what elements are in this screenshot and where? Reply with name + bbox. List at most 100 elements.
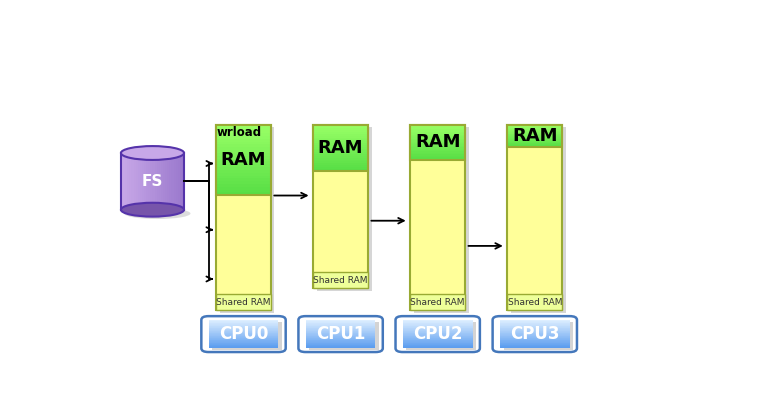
Ellipse shape xyxy=(121,146,184,160)
Text: CPU0: CPU0 xyxy=(218,325,269,343)
Bar xyxy=(216,130,271,133)
Bar xyxy=(500,330,570,331)
Bar xyxy=(216,125,271,195)
Text: RAM: RAM xyxy=(318,139,363,157)
Bar xyxy=(154,153,157,210)
Bar xyxy=(216,193,271,195)
Bar xyxy=(208,321,279,322)
Bar xyxy=(410,126,465,128)
Bar xyxy=(305,330,376,331)
Bar xyxy=(402,345,473,346)
Bar xyxy=(216,125,271,128)
Bar xyxy=(313,163,368,165)
Bar xyxy=(165,153,168,210)
Bar xyxy=(507,132,562,133)
Bar xyxy=(216,128,271,130)
Bar xyxy=(208,326,279,327)
Bar xyxy=(135,153,138,210)
Bar xyxy=(402,338,473,339)
Bar xyxy=(208,327,279,328)
Bar xyxy=(410,139,465,140)
Bar xyxy=(410,157,465,159)
Bar xyxy=(500,343,570,344)
Bar xyxy=(305,334,376,335)
Bar xyxy=(313,148,368,151)
Bar xyxy=(305,342,376,343)
Bar xyxy=(313,145,368,147)
Bar xyxy=(305,325,376,326)
Bar xyxy=(305,347,376,348)
Bar xyxy=(305,337,376,338)
Text: wrload: wrload xyxy=(216,126,262,139)
Bar xyxy=(507,126,562,127)
Bar xyxy=(208,344,279,345)
Bar xyxy=(414,127,469,312)
Bar xyxy=(402,333,473,334)
Text: Shared RAM: Shared RAM xyxy=(216,298,271,307)
Bar xyxy=(507,130,562,131)
Bar xyxy=(410,159,465,160)
Text: RAM: RAM xyxy=(415,133,460,151)
Bar xyxy=(507,136,562,137)
Bar xyxy=(216,159,271,162)
Bar xyxy=(208,331,279,332)
Bar xyxy=(500,331,570,332)
Bar xyxy=(410,150,465,151)
Bar xyxy=(313,136,368,137)
Bar xyxy=(161,153,163,210)
Bar xyxy=(402,344,473,345)
Bar xyxy=(305,320,376,321)
Bar xyxy=(175,153,178,210)
Bar xyxy=(507,125,562,310)
Bar xyxy=(507,145,562,146)
Bar xyxy=(216,156,271,159)
Bar xyxy=(500,346,570,347)
Bar xyxy=(500,320,570,321)
Text: Shared RAM: Shared RAM xyxy=(507,298,562,307)
Bar xyxy=(128,153,129,210)
Bar xyxy=(402,327,473,328)
Bar xyxy=(402,342,473,343)
Bar xyxy=(410,135,465,136)
Bar xyxy=(208,339,279,340)
Bar xyxy=(410,156,465,157)
Bar xyxy=(174,153,175,210)
Bar xyxy=(402,330,473,331)
Bar xyxy=(208,332,279,333)
Bar xyxy=(500,329,570,330)
Bar xyxy=(144,153,146,210)
Bar xyxy=(305,328,376,329)
Bar xyxy=(500,337,570,338)
Bar xyxy=(313,125,368,126)
Bar xyxy=(169,153,171,210)
Bar xyxy=(402,326,473,327)
Bar xyxy=(208,337,279,338)
Bar xyxy=(305,335,376,336)
Bar xyxy=(500,338,570,339)
Bar xyxy=(402,341,473,342)
Bar xyxy=(305,321,376,322)
Bar xyxy=(216,190,271,193)
Bar xyxy=(305,340,376,341)
Text: RAM: RAM xyxy=(221,151,266,169)
Bar xyxy=(410,151,465,153)
Bar xyxy=(500,345,570,346)
Bar xyxy=(216,181,271,184)
Bar xyxy=(208,325,279,326)
Bar xyxy=(208,320,279,321)
Bar xyxy=(500,341,570,342)
Bar xyxy=(171,153,174,210)
Bar xyxy=(507,133,562,134)
Bar xyxy=(208,346,279,347)
Bar xyxy=(410,129,465,130)
Bar xyxy=(208,328,279,329)
Bar xyxy=(402,340,473,341)
Bar xyxy=(500,335,570,336)
Bar xyxy=(216,173,271,175)
Bar xyxy=(216,139,271,142)
Bar xyxy=(305,338,376,339)
Bar xyxy=(216,187,271,190)
Bar xyxy=(208,330,279,331)
Bar xyxy=(313,128,368,130)
Bar xyxy=(500,334,570,335)
